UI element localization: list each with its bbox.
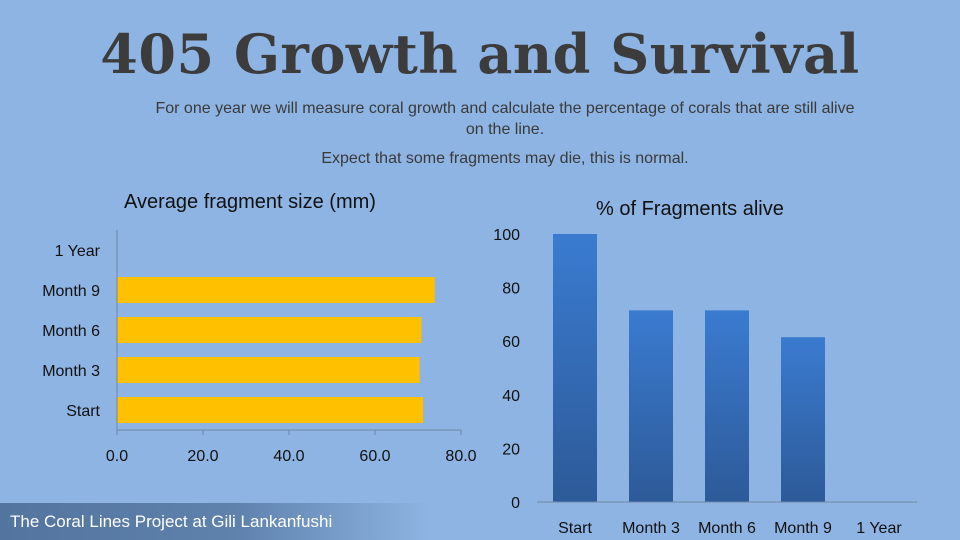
size-category-label-month-9: Month 9	[42, 283, 100, 300]
size-x-tick-label: 80.0	[445, 448, 476, 465]
alive-y-tick-label: 0	[511, 495, 520, 512]
size-x-tick-label: 40.0	[273, 448, 304, 465]
alive-y-tick-label: 80	[502, 281, 520, 298]
alive-column-month-9	[781, 337, 825, 502]
alive-y-tick-label: 40	[502, 388, 520, 405]
size-category-label-start: Start	[66, 403, 100, 420]
fragment-size-chart-title: Average fragment size (mm)	[124, 191, 376, 213]
subtitle-note: Expect that some fragments may die, this…	[321, 150, 689, 167]
alive-category-label-month-3: Month 3	[622, 520, 680, 537]
size-bar-month-3	[117, 357, 420, 383]
alive-category-label-start: Start	[558, 520, 592, 537]
size-bar-month-9	[117, 277, 435, 303]
size-bar-month-6	[117, 317, 422, 343]
alive-category-label-month-6: Month 6	[698, 520, 756, 537]
size-category-label-1-year: 1 Year	[55, 243, 101, 260]
size-x-tick-label: 60.0	[359, 448, 390, 465]
fragments-alive-chart-title: % of Fragments alive	[596, 198, 784, 220]
fragments-alive-chart: Start Month 3 Month 6 Month 9 1 Year 0 20 40 60 8…	[493, 227, 917, 537]
alive-y-tick-label: 100	[493, 227, 520, 244]
size-x-tick-label: 0.0	[106, 448, 128, 465]
alive-y-tick-label: 60	[502, 334, 520, 351]
alive-category-label-month-9: Month 9	[774, 520, 832, 537]
alive-y-tick-label: 20	[502, 441, 520, 458]
footer-banner: The Coral Lines Project at Gili Lankanfu…	[0, 503, 430, 540]
slide-title: 405 Growth and Survival	[100, 22, 860, 86]
alive-column-month-6	[705, 310, 749, 502]
subtitle-description: For one year we will measure coral growt…	[155, 100, 855, 138]
alive-column-start	[553, 234, 597, 502]
size-category-label-month-6: Month 6	[42, 323, 100, 340]
fragment-size-chart: Start Month 3 Month 6 Month 9 1 Year 0.0 20.0 4…	[42, 230, 477, 465]
size-category-label-month-3: Month 3	[42, 363, 100, 380]
alive-category-label-1-year: 1 Year	[856, 520, 902, 537]
size-x-tick-label: 20.0	[187, 448, 218, 465]
size-bar-start	[117, 397, 424, 423]
footer-text: The Coral Lines Project at Gili Lankanfu…	[10, 512, 333, 531]
alive-column-month-3	[629, 310, 673, 502]
